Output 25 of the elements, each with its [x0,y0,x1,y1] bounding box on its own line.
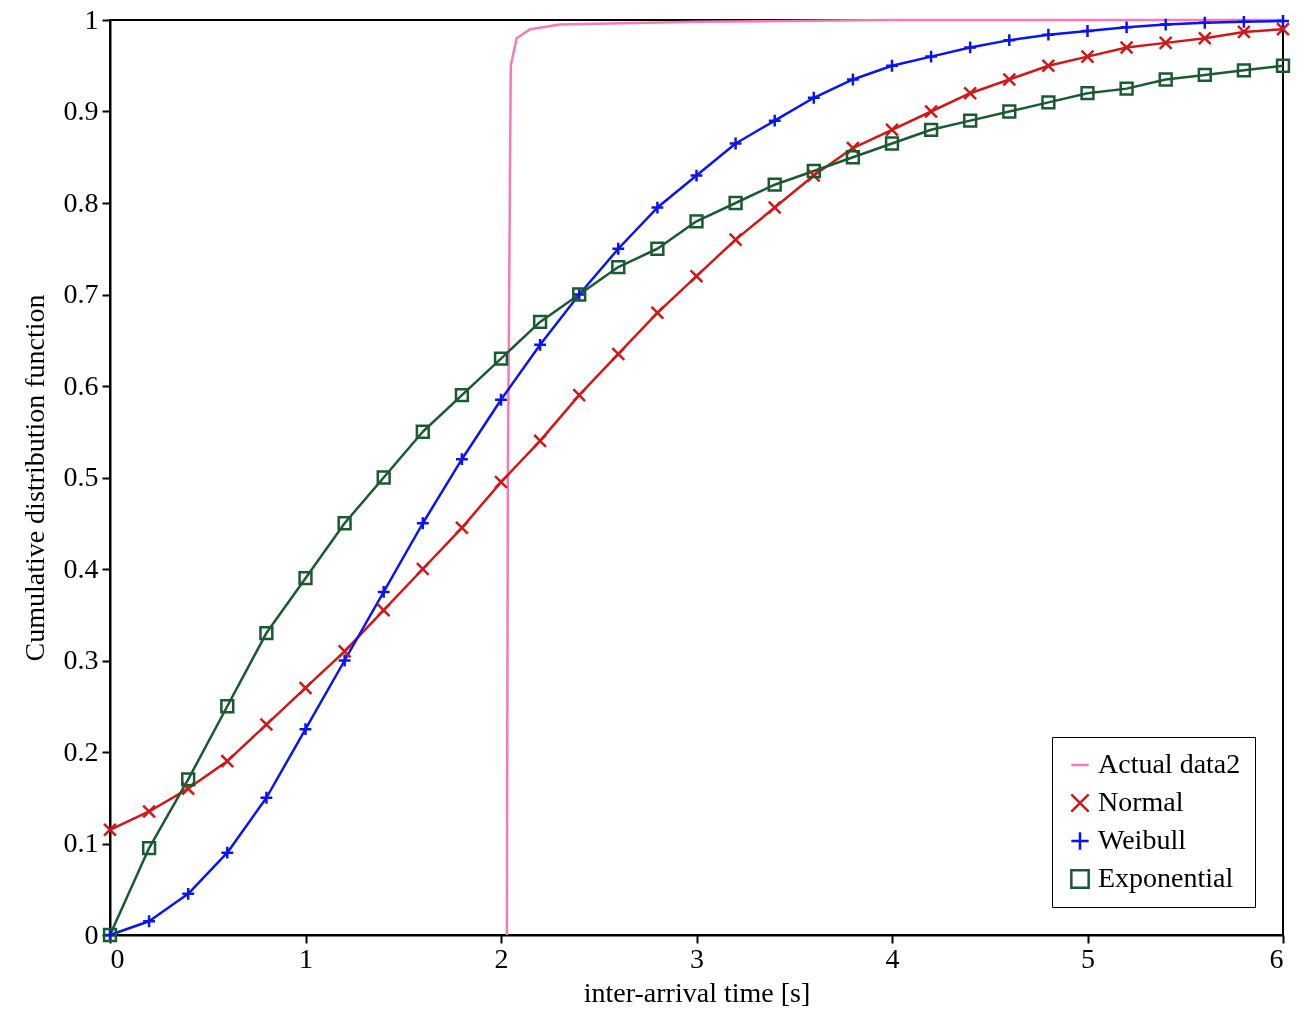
x-tick-label: 2 [494,942,509,974]
y-tick-label: 0.3 [63,644,99,675]
y-tick-label: 0.8 [63,186,99,218]
x-tick-label: 6 [1269,942,1284,974]
x-axis-title: inter-arrival time [s] [583,976,811,1008]
y-tick-label: 0.7 [63,278,99,309]
x-tick-label: 5 [1081,942,1095,974]
x-tick-label: 3 [690,942,704,974]
y-axis-title: Cumulative distribution function [18,294,50,662]
y-tick-label: 0.1 [63,827,99,858]
x-tick-label: 4 [885,942,900,974]
y-tick-label: 0.4 [63,552,99,584]
y-tick-label: 0.9 [63,95,99,126]
y-tick-label: 1 [84,3,99,35]
x-tick-label: 0 [110,942,125,974]
x-tick-label: 1 [299,942,313,974]
line-series [505,18,1285,937]
y-tick-label: 0.2 [63,735,99,767]
y-tick-label: 0.6 [63,369,99,401]
legend-label: Weibull [1098,824,1187,855]
legend-label: Actual data2 [1098,748,1241,779]
legend-label: Normal [1098,786,1184,817]
y-tick-label: 0 [84,918,99,950]
legend-label: Exponential [1098,862,1234,893]
y-tick-label: 0.5 [63,461,99,492]
